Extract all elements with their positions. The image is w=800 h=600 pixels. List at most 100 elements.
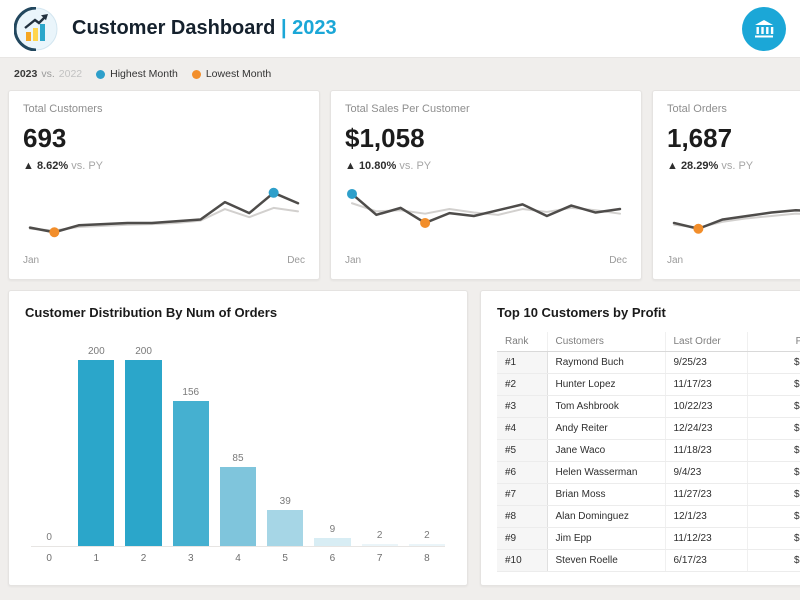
customer-cell: Brian Moss — [547, 483, 666, 506]
bar-value-label: 39 — [279, 496, 291, 507]
rank-cell: #9 — [497, 527, 548, 550]
page-title: Customer Dashboard | 2023 — [72, 17, 337, 40]
kpi-value: 693 — [23, 123, 67, 153]
kpi-value: $1,058 — [345, 123, 425, 153]
bar[interactable] — [125, 360, 162, 546]
bar-x-tick-label: 1 — [93, 553, 100, 564]
bar[interactable] — [219, 467, 257, 546]
bar-column: 200 — [78, 346, 115, 546]
profit-cell: $1,93 — [747, 483, 800, 506]
last-order-cell: 12/1/23 — [665, 505, 748, 528]
bar-column: 156 — [172, 387, 209, 546]
sparkline-total-orders[interactable] — [667, 180, 800, 252]
bar-x-tick-label: 6 — [329, 553, 336, 564]
page-title-text: Customer Dashboard — [72, 17, 276, 39]
customer-cell: Alan Dominguez — [547, 505, 666, 528]
bar-x-tick-label: 2 — [140, 553, 147, 564]
sparkline-sales-per-customer[interactable] — [345, 180, 627, 252]
bar[interactable] — [78, 360, 115, 546]
bar-column: 39 — [267, 496, 304, 546]
app-header: Customer Dashboard | 2023 — [0, 0, 800, 58]
legend-lowest-label: Lowest Month — [205, 68, 272, 80]
customer-cell: Andy Reiter — [547, 417, 666, 440]
sparkline-total-customers[interactable] — [23, 180, 305, 252]
bar[interactable] — [361, 544, 398, 546]
last-order-cell: 12/24/23 — [665, 417, 748, 440]
bar-chart-title: Customer Distribution By Num of Orders — [25, 305, 278, 320]
legend-previous-period: 2022 — [58, 68, 83, 80]
legend-item-lowest-month[interactable]: Lowest Month — [191, 68, 272, 80]
highest-month-dot-icon — [96, 69, 106, 79]
bank-icon[interactable] — [742, 6, 786, 51]
last-order-cell: 10/22/23 — [665, 395, 748, 418]
bar-column: 2 — [361, 530, 398, 546]
bar-value-label: 9 — [329, 524, 336, 535]
rank-cell: #4 — [497, 417, 548, 440]
spark-x-start: Jan — [667, 255, 684, 266]
kpi-delta-suffix: vs. PY — [399, 160, 432, 172]
lowest-month-marker[interactable] — [693, 223, 704, 234]
top-customers-table: Rank Customers Last Order Profit #1Raymo… — [497, 332, 800, 572]
table-header-row: Rank Customers Last Order Profit — [497, 332, 800, 352]
rank-cell: #7 — [497, 483, 548, 506]
bottom-row: Customer Distribution By Num of Orders 0… — [8, 290, 800, 586]
bar-column: 2 — [408, 530, 445, 546]
bar-chart-x-axis: 0 1 2 3 4 5 6 7 8 — [31, 553, 445, 564]
bar-value-label: 0 — [46, 532, 52, 543]
last-order-cell: 11/27/23 — [665, 483, 748, 506]
bar-x-tick-label: 8 — [424, 553, 430, 564]
bar-x-tick-label: 4 — [235, 553, 241, 564]
kpi-title: Total Sales Per Customer — [345, 103, 470, 115]
customer-cell: Steven Roelle — [547, 549, 666, 572]
last-order-cell: 6/17/23 — [665, 549, 748, 572]
highest-month-marker[interactable] — [268, 187, 279, 198]
highest-month-marker[interactable] — [347, 188, 357, 199]
bar[interactable] — [408, 544, 445, 546]
last-order-cell: 11/17/23 — [665, 373, 748, 396]
lowest-month-marker[interactable] — [49, 227, 60, 238]
title-separator: | — [280, 17, 287, 39]
spark-x-end: Dec — [287, 255, 305, 266]
rank-cell: #6 — [497, 461, 548, 484]
column-header-last-order: Last Order — [665, 332, 748, 352]
bar-column: 200 — [125, 346, 162, 546]
bar-column: 85 — [219, 453, 257, 546]
lowest-month-marker[interactable] — [420, 217, 431, 228]
legend-item-highest-month[interactable]: Highest Month — [96, 68, 178, 80]
kpi-delta: ▲ 8.62% — [23, 160, 69, 172]
kpi-card-total-customers: Total Customers 693 ▲ 8.62% vs. PY Jan D… — [8, 90, 320, 280]
kpi-row: Total Customers 693 ▲ 8.62% vs. PY Jan D… — [8, 90, 800, 280]
kpi-title: Total Customers — [23, 103, 103, 115]
legend-current-period: 2023 — [14, 68, 38, 80]
last-order-cell: 9/25/23 — [665, 351, 748, 374]
kpi-delta-suffix: vs. PY — [721, 160, 754, 172]
kpi-delta: ▲ 28.29% — [667, 160, 719, 172]
legend-highest-label: Highest Month — [110, 68, 178, 80]
profit-cell: $5,04 — [747, 373, 800, 396]
table-title: Top 10 Customers by Profit — [497, 305, 666, 320]
rank-cell: #8 — [497, 505, 548, 528]
bar-column: 9 — [314, 524, 351, 546]
profit-cell: $2,60 — [747, 417, 800, 440]
legend-vs-label: vs. — [41, 68, 55, 80]
bar[interactable] — [172, 401, 209, 546]
spark-x-start: Jan — [23, 255, 40, 266]
bar[interactable] — [267, 510, 304, 546]
column-header-profit: Profit — [747, 332, 800, 352]
bar-x-tick-label: 0 — [46, 553, 52, 564]
sparkline-svg — [347, 188, 622, 228]
bar[interactable] — [314, 538, 351, 546]
rank-cell: #2 — [497, 373, 548, 396]
title-year: 2023 — [292, 17, 337, 39]
bar-value-label: 2 — [424, 530, 430, 541]
